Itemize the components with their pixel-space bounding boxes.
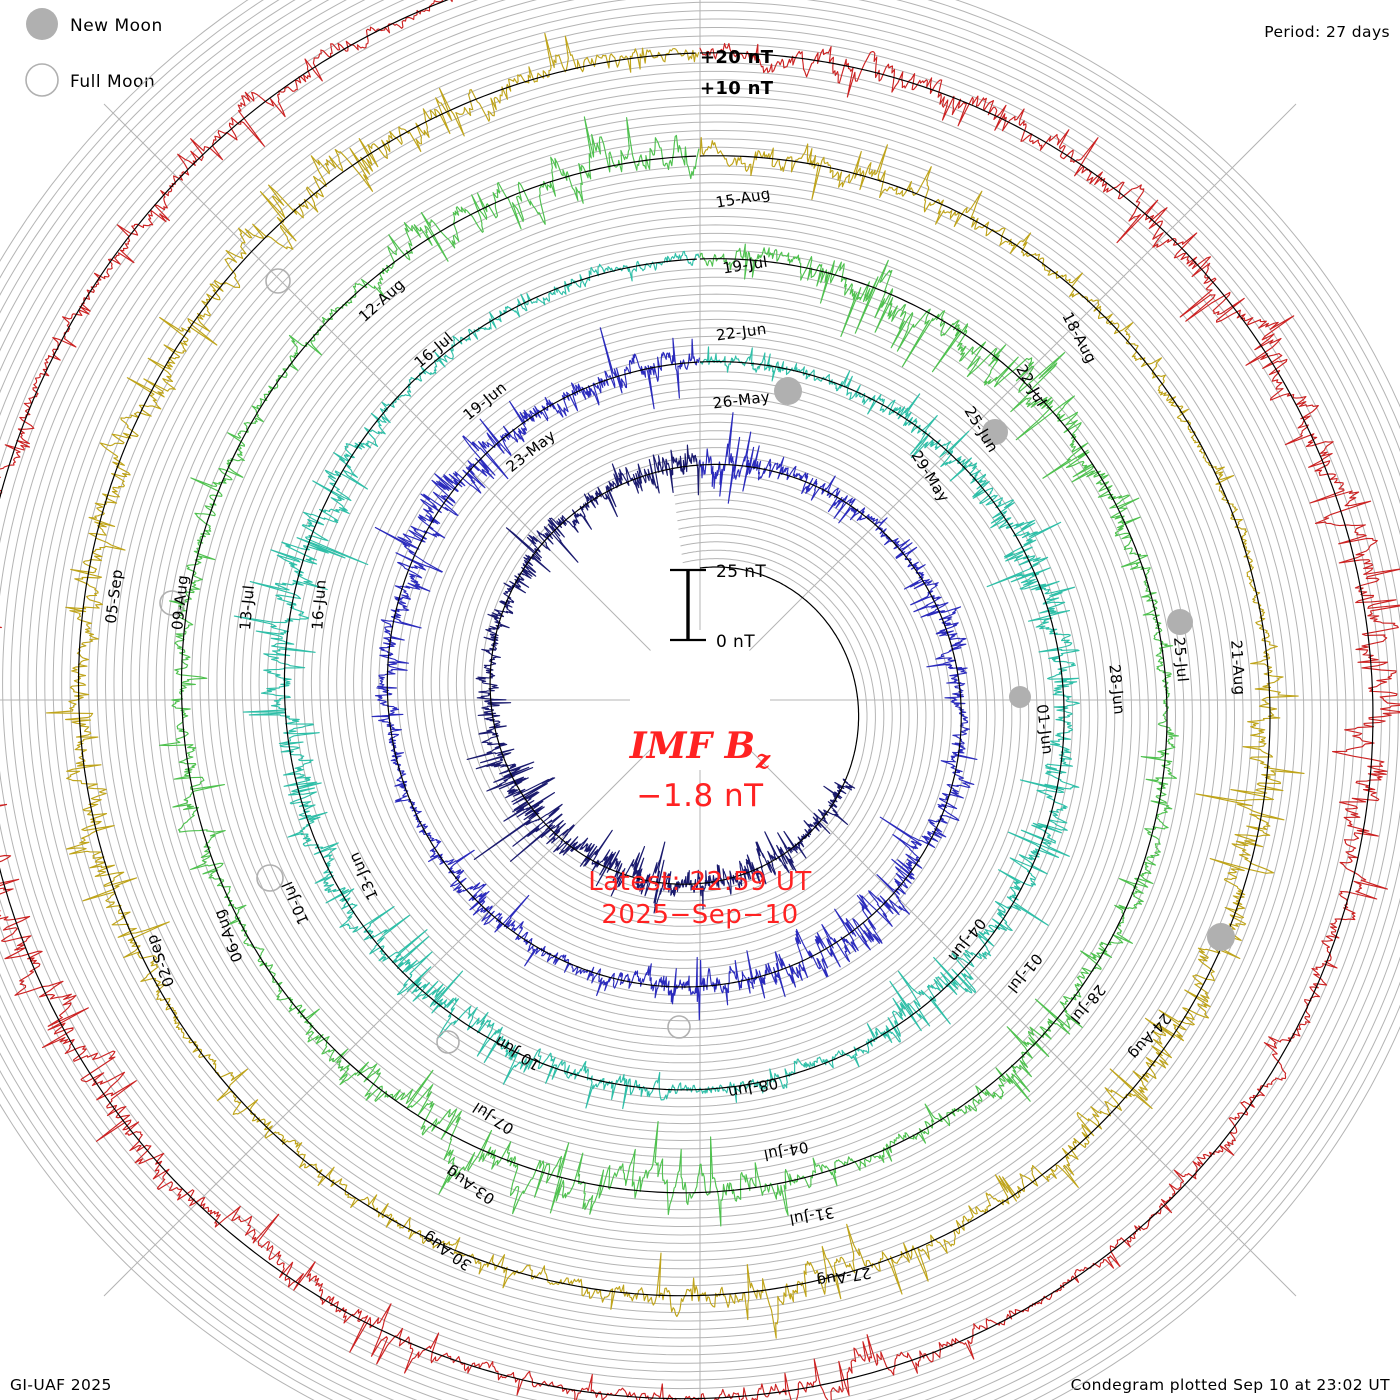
full-moon-marker-2: [256, 864, 284, 892]
date-tick-label-16-jul: 16-Jul: [411, 329, 457, 372]
rotation-baseline: [283, 258, 1065, 1091]
center-quantity: IMF Bz: [629, 725, 771, 774]
date-tick-label-13-jun: 13-Jun: [345, 849, 382, 903]
radial-gridline: [103, 749, 651, 1297]
new-moon-marker-5: [774, 377, 802, 405]
date-tick-label-04-jul: 04-Jul: [762, 1138, 810, 1164]
rotation-baseline: [386, 361, 962, 988]
radial-gridline: [749, 749, 1297, 1297]
date-tick-label-22-jun: 22-Jun: [715, 320, 768, 345]
date-tick-label-28-jun: 28-Jun: [1105, 663, 1128, 715]
date-tick-label-15-aug: 15-Aug: [714, 184, 772, 211]
full-moon-marker-4: [667, 1015, 691, 1039]
date-tick-label-10-jul: 10-Jul: [278, 879, 312, 928]
center-readout: IMF Bz −1.8 nT Latest: 22:59 UT 2025−Sep…: [588, 725, 811, 930]
date-tick-label-31-jul: 31-Jul: [788, 1203, 836, 1229]
date-tick-label-18-aug: 18-Aug: [1058, 309, 1100, 366]
legend: New Moon Full Moon: [25, 8, 163, 97]
center-value: −1.8 nT: [636, 778, 764, 814]
center-latest-date: 2025−Sep−10: [601, 900, 798, 930]
plotted-timestamp: Condegram plotted Sep 10 at 23:02 UT: [1071, 1376, 1391, 1394]
trace-rotation-3: [158, 116, 1179, 1227]
date-tick-label-07-jul: 07-Jul: [469, 1098, 517, 1138]
date-tick-label-19-jul: 19-Jul: [721, 253, 768, 278]
full-moon-marker-3: [436, 1030, 460, 1054]
new-moon-marker-8: [1207, 923, 1235, 951]
center-quantity-main: IMF B: [629, 725, 755, 767]
date-tick-label-13-jul: 13-Jul: [236, 584, 258, 631]
date-tick-label-21-aug: 21-Aug: [1227, 639, 1249, 695]
scale-bar: 25 nT 0 nT: [670, 562, 766, 652]
full-moon-marker-0: [265, 268, 291, 294]
full-moon-icon: [25, 63, 59, 97]
date-tick-label-16-jun: 16-Jun: [308, 579, 329, 631]
new-moon-marker-6: [982, 419, 1008, 445]
date-tick-label-08-jun: 08-Jun: [726, 1074, 779, 1102]
credit-label: GI-UAF 2025: [10, 1376, 112, 1394]
date-tick-label-05-sep: 05-Sep: [102, 568, 127, 624]
amplitude-axis: +20 nT +10 nT: [700, 47, 774, 99]
scale-bar-bottom-label: 0 nT: [716, 632, 755, 652]
trace-rotation-0: [466, 444, 856, 914]
rotation-baseline: [489, 464, 860, 885]
trace-rotation-1: [371, 327, 978, 1021]
new-moon-icon: [26, 8, 58, 40]
date-tick-label-27-aug: 27-Aug: [815, 1264, 872, 1290]
radial-gridline: [749, 103, 1297, 651]
center-latest-time: Latest: 22:59 UT: [588, 867, 811, 897]
full-moon-marker-1: [159, 590, 185, 616]
rotation-baseline: [180, 155, 1168, 1194]
rotation-baseline: [77, 52, 1271, 1297]
date-tick-label-23-may: 23-May: [503, 426, 559, 475]
scale-bar-top-label: 25 nT: [716, 562, 766, 582]
center-quantity-subscript: z: [755, 745, 771, 774]
radial-gridline: [103, 103, 651, 651]
period-label: Period: 27 days: [1264, 23, 1390, 41]
date-tick-label-03-aug: 03-Aug: [442, 1162, 498, 1208]
date-tick-label-06-aug: 06-Aug: [210, 907, 247, 965]
legend-label-new-moon: New Moon: [70, 16, 163, 36]
moon-markers: [159, 268, 1235, 1054]
amplitude-label-20nt: +20 nT: [700, 47, 774, 68]
date-tick-label-01-jun: 01-Jun: [1033, 703, 1057, 755]
trace-rotation-4: [45, 32, 1305, 1339]
new-moon-marker-9: [1009, 686, 1031, 708]
date-tick-label-25-jul: 25-Jul: [1170, 636, 1192, 683]
date-tick-label-02-sep: 02-Sep: [143, 932, 179, 989]
amplitude-label-10nt: +10 nT: [700, 78, 774, 99]
date-tick-label-09-aug: 09-Aug: [168, 574, 192, 631]
date-tick-label-10-jun: 10-Jun: [491, 1032, 543, 1074]
new-moon-marker-7: [1167, 609, 1193, 635]
legend-label-full-moon: Full Moon: [70, 72, 155, 92]
